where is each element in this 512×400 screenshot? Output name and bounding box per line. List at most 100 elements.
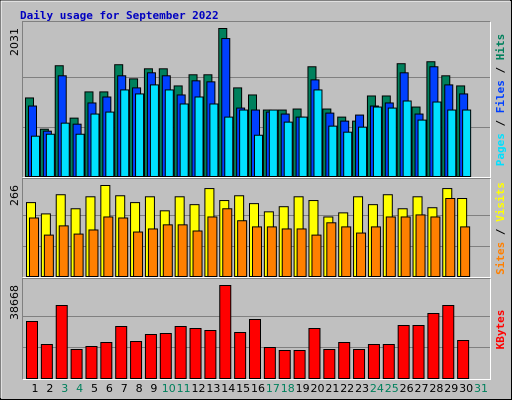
- legend-entry: Hits: [494, 34, 507, 61]
- y-tick-label: 38668: [8, 285, 21, 320]
- x-tick-label: 21: [325, 382, 339, 395]
- bar: [43, 234, 54, 278]
- bar: [100, 342, 113, 379]
- x-tick-label: 1: [32, 382, 39, 395]
- bar: [263, 347, 276, 379]
- bar: [177, 224, 188, 277]
- bar: [55, 304, 68, 379]
- legend-entry: Sites: [494, 242, 507, 275]
- bar: [370, 226, 381, 277]
- bar: [254, 134, 263, 177]
- bar: [308, 328, 321, 379]
- bar: [237, 220, 248, 278]
- panel-bevel: [22, 178, 491, 278]
- bar: [120, 89, 130, 177]
- bar: [385, 216, 396, 277]
- legend-entry: Files: [494, 80, 507, 113]
- bar: [224, 116, 234, 177]
- bar: [31, 135, 40, 177]
- bar: [159, 333, 172, 379]
- legend-separator: /: [494, 113, 507, 133]
- x-tick-label: 9: [150, 382, 157, 395]
- bar: [60, 122, 70, 177]
- bar: [367, 344, 380, 379]
- bar: [387, 107, 397, 177]
- bar: [179, 103, 189, 177]
- panel-bevel: [22, 278, 491, 380]
- x-tick-label: 20: [310, 382, 324, 395]
- bar: [164, 89, 174, 177]
- bar: [432, 101, 442, 177]
- bar: [135, 93, 145, 177]
- x-tick-label: 29: [444, 382, 458, 395]
- bar: [412, 324, 425, 380]
- bar: [296, 228, 307, 278]
- bar: [144, 333, 157, 380]
- bar: [118, 217, 129, 277]
- bar: [281, 228, 292, 278]
- bar: [400, 216, 411, 277]
- x-tick-label: 12: [192, 382, 206, 395]
- x-tick-label: 26: [400, 382, 414, 395]
- bar: [174, 325, 187, 380]
- bar: [207, 216, 218, 277]
- x-tick-label: 16: [251, 382, 265, 395]
- bar: [103, 216, 114, 277]
- x-tick-label: 4: [76, 382, 83, 395]
- bar: [293, 349, 306, 379]
- x-tick-label: 8: [136, 382, 143, 395]
- x-tick-label: 7: [121, 382, 128, 395]
- bar: [338, 342, 351, 379]
- x-tick-label: 25: [385, 382, 399, 395]
- bar: [427, 313, 440, 380]
- bar: [313, 89, 323, 177]
- bar: [447, 109, 457, 177]
- bar: [341, 226, 352, 277]
- bar: [397, 324, 410, 380]
- bar: [194, 96, 204, 177]
- bar: [402, 100, 412, 177]
- bar: [90, 113, 100, 177]
- x-tick-label: 22: [340, 382, 354, 395]
- legend-entry: KBytes: [494, 310, 507, 350]
- y-tick-label: 2031: [8, 28, 21, 56]
- bar: [40, 344, 53, 379]
- x-tick-label: 11: [177, 382, 191, 395]
- x-tick-label: 17: [266, 382, 280, 395]
- bar: [415, 214, 426, 277]
- bar: [268, 109, 278, 177]
- x-tick-label: 18: [281, 382, 295, 395]
- panel-bevel: [22, 21, 491, 178]
- y-tick-label: 266: [8, 185, 21, 206]
- bar: [45, 133, 55, 177]
- bar: [115, 325, 128, 380]
- x-tick-label: 3: [61, 382, 68, 395]
- bar: [430, 216, 441, 277]
- bar: [147, 228, 158, 278]
- x-tick-label: 15: [236, 382, 250, 395]
- bar: [278, 349, 291, 379]
- bar: [189, 328, 202, 379]
- bar: [133, 231, 144, 278]
- legend-separator: /: [494, 60, 507, 80]
- x-tick-label: 6: [106, 382, 113, 395]
- bar: [234, 331, 247, 380]
- bar: [462, 109, 472, 177]
- bar: [298, 116, 308, 177]
- bar: [460, 226, 471, 277]
- bar: [442, 304, 455, 379]
- bar: [73, 233, 84, 277]
- bar: [239, 109, 249, 177]
- legend: Sites / Visits: [494, 182, 507, 275]
- bar: [70, 348, 83, 379]
- x-tick-label: 28: [429, 382, 443, 395]
- x-tick-label: 23: [355, 382, 369, 395]
- bar: [85, 346, 98, 379]
- bar: [328, 125, 338, 177]
- legend-separator: /: [494, 222, 507, 242]
- legend: Pages / Files / Hits: [494, 34, 507, 167]
- bar: [75, 133, 85, 177]
- bar: [162, 224, 173, 277]
